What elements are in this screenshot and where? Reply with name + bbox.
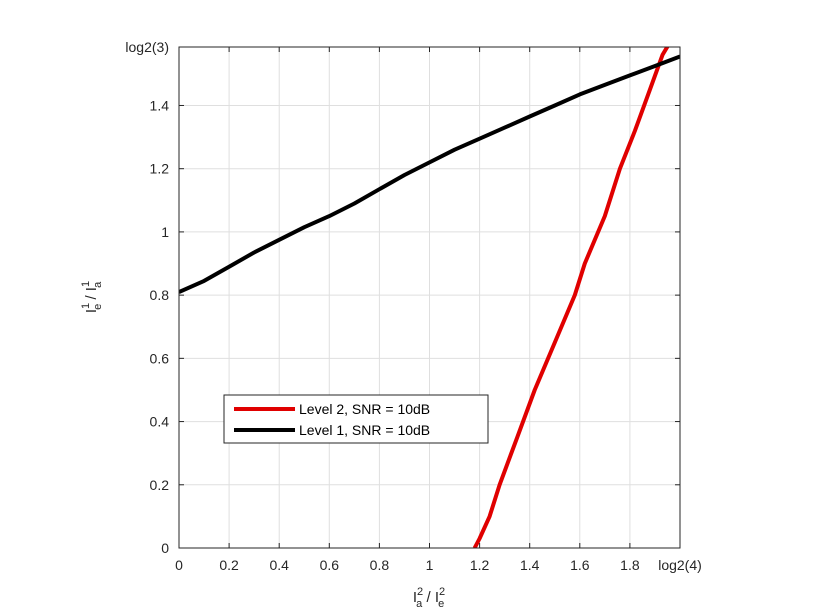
- x-axis-label-sup2: 2: [439, 586, 445, 598]
- x-tick-label: 0.4: [269, 557, 289, 573]
- legend-label-level-1: Level 1, SNR = 10dB: [299, 422, 430, 438]
- y-tick-label: 0.2: [150, 477, 170, 493]
- legend: Level 2, SNR = 10dB Level 1, SNR = 10dB: [223, 394, 489, 444]
- y-axis-label-sub: e: [92, 304, 104, 310]
- x-tick-label: 1.8: [620, 557, 640, 573]
- x-tick-label: 0.6: [320, 557, 340, 573]
- x-tick-label: 0.8: [370, 557, 390, 573]
- x-tick-label: 1.2: [470, 557, 490, 573]
- x-axis-label-sup: 2: [417, 586, 423, 598]
- legend-label-level-2: Level 2, SNR = 10dB: [299, 401, 430, 417]
- x-tick-label: log2(4): [658, 557, 702, 573]
- y-tick-label: 0: [161, 540, 169, 556]
- x-axis-label-base2: I: [435, 589, 439, 606]
- y-tick-labels: 0 0.2 0.4 0.6 0.8 1 1.2 1.4 log2(3): [125, 39, 169, 556]
- x-axis-label-sub2: e: [438, 598, 444, 610]
- x-axis-label: I2 a / I2 e: [413, 586, 445, 610]
- y-axis-label-sep: /: [83, 291, 100, 304]
- x-axis-label-sub: a: [416, 598, 423, 610]
- y-axis-label-base: I: [83, 309, 100, 313]
- x-tick-label: 0.2: [219, 557, 239, 573]
- series-line-level-2: [472, 47, 670, 548]
- y-axis-label-base2: I: [83, 287, 100, 291]
- legend-box: [223, 394, 489, 444]
- y-axis-label-sup2: 1: [80, 281, 92, 287]
- y-tick-label: 1.2: [150, 161, 170, 177]
- y-axis-label: I1e / I1a: [80, 281, 104, 313]
- y-tick-label: 0.8: [150, 287, 170, 303]
- y-tick-label: 0.6: [150, 350, 170, 366]
- x-tick-labels: 0 0.2 0.4 0.6 0.8 1 1.2 1.4 1.6 1.8 log2(4): [175, 557, 702, 573]
- ticks: [178, 46, 681, 549]
- y-tick-label: log2(3): [125, 39, 169, 55]
- y-tick-label: 0.4: [150, 414, 170, 430]
- series-group: [179, 47, 680, 548]
- x-tick-label: 1.4: [520, 557, 540, 573]
- series-line-level-1: [179, 54, 680, 294]
- y-axis-label-sup: 1: [80, 303, 92, 309]
- x-tick-label: 1: [426, 557, 434, 573]
- y-tick-label: 1: [161, 224, 169, 240]
- y-axis-label-sub2: a: [92, 281, 104, 288]
- y-tick-label: 1.4: [150, 97, 170, 113]
- x-tick-label: 0: [175, 557, 183, 573]
- x-tick-label: 1.6: [570, 557, 590, 573]
- x-axis-label-sep: /: [422, 589, 435, 606]
- x-axis-label-base: I: [413, 589, 417, 606]
